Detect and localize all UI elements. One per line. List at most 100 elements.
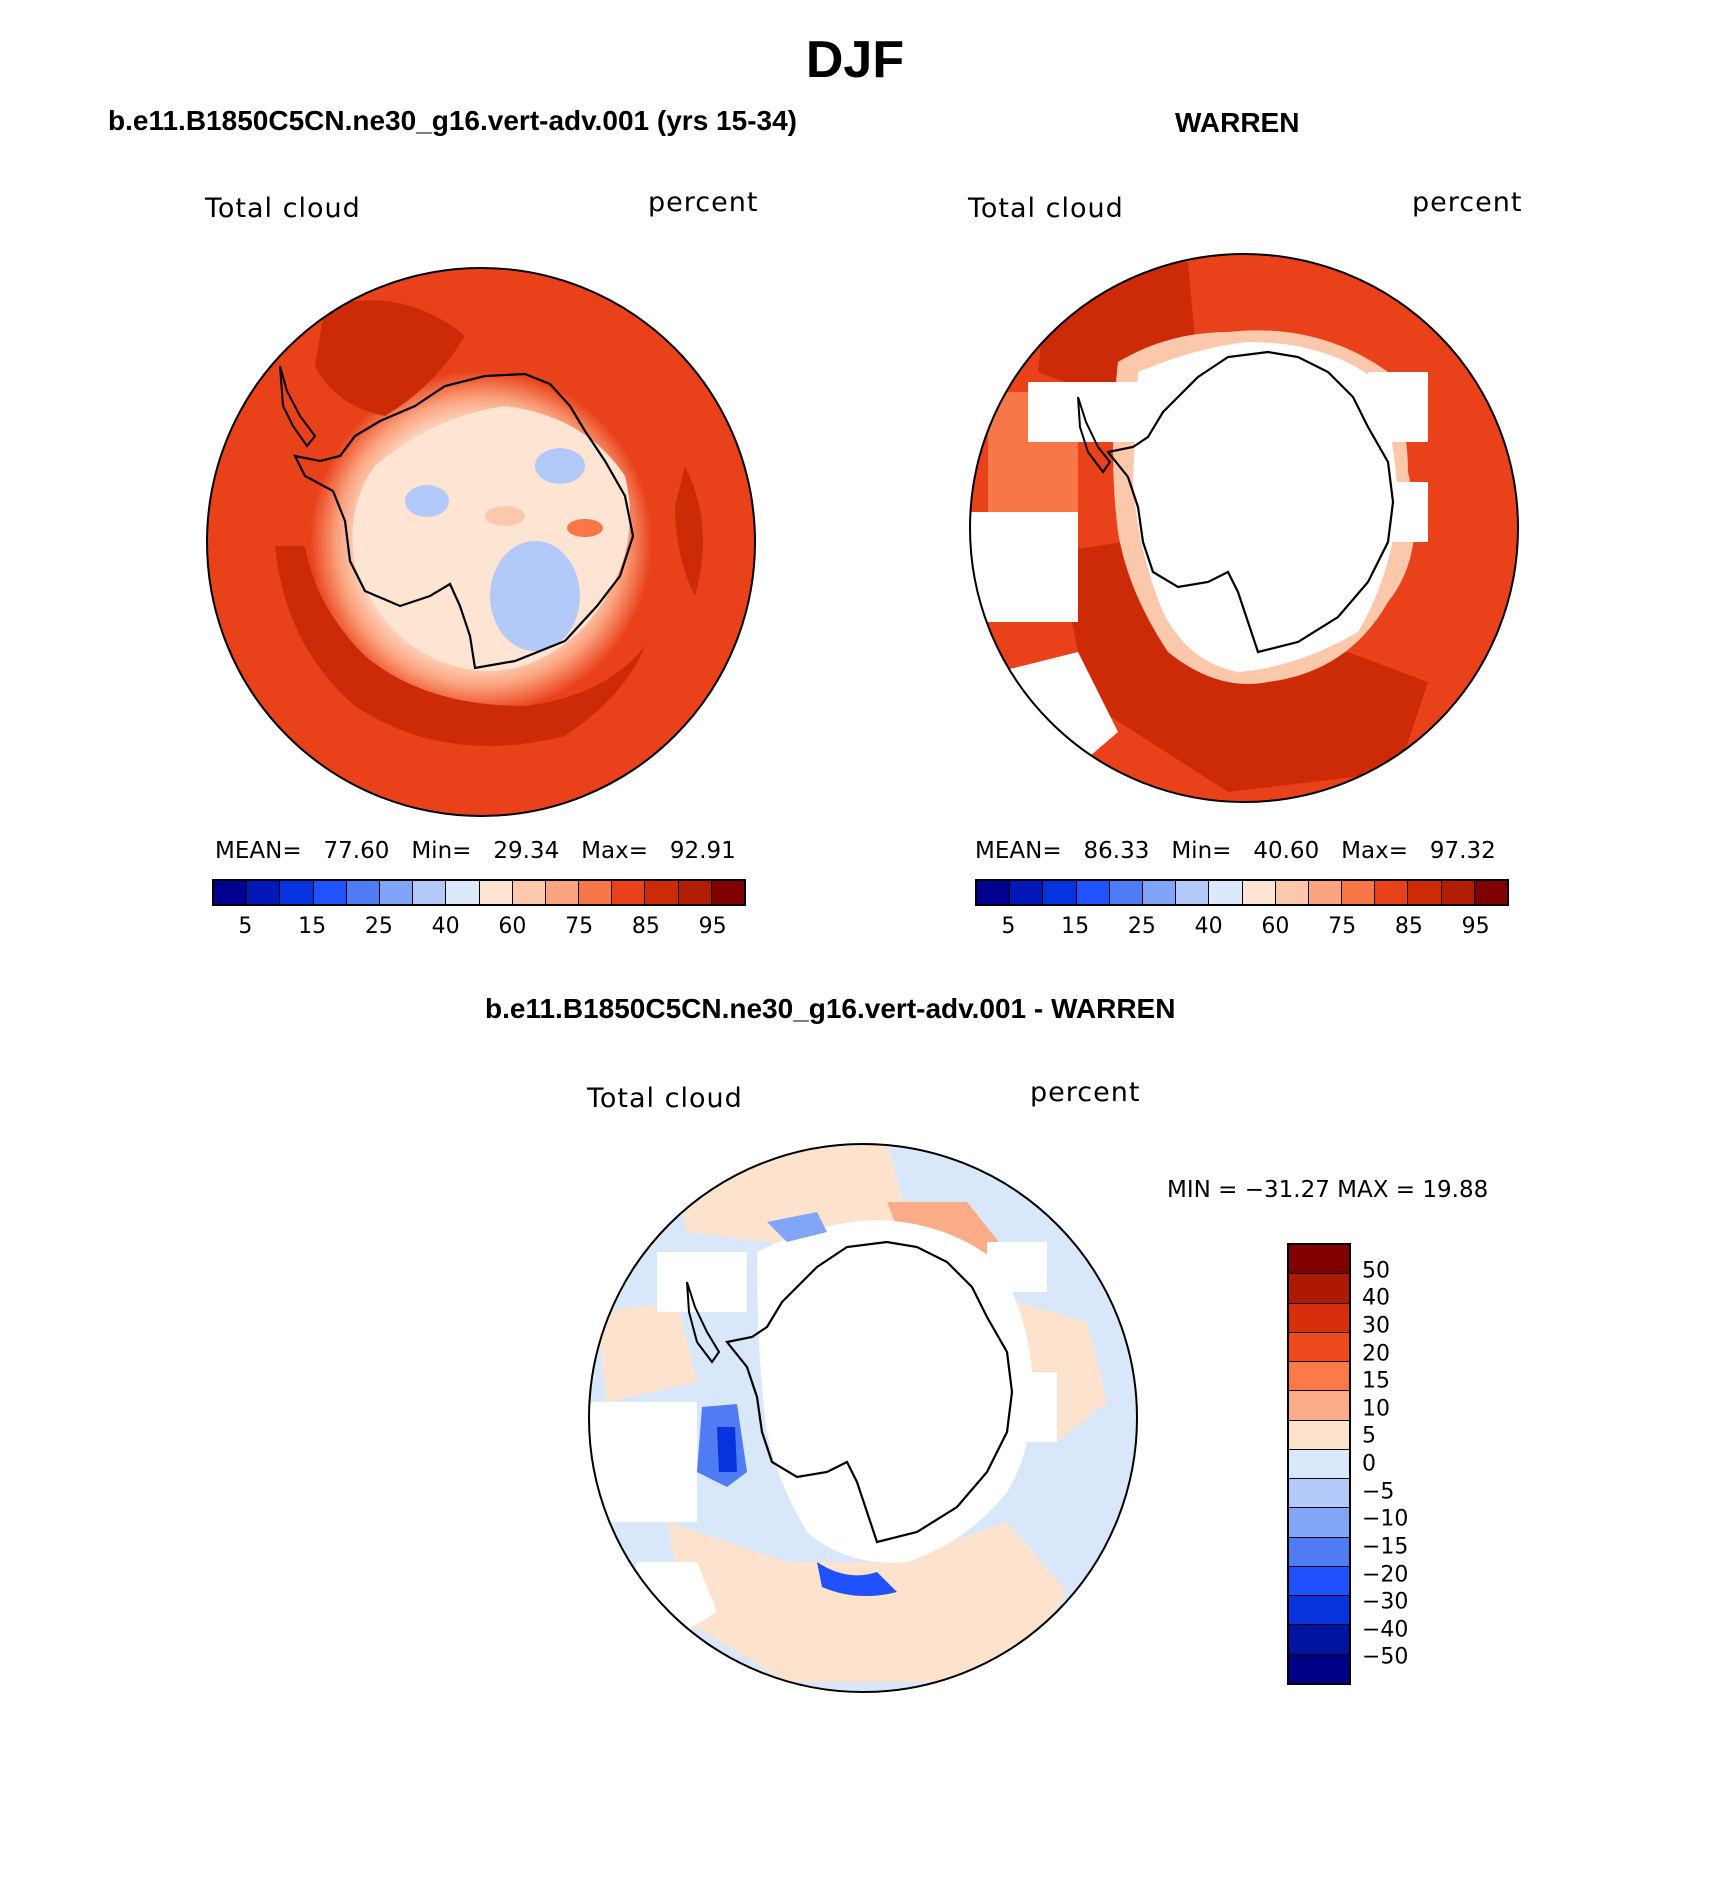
colorbar-swatch	[1375, 881, 1409, 904]
colorbar-swatch	[1289, 1479, 1349, 1509]
colorbar-swatch	[1289, 1625, 1349, 1655]
colorbar-swatch	[512, 881, 546, 904]
colorbar-tick-label: 40	[1362, 1285, 1390, 1311]
colorbar-tick-label: 0	[1362, 1451, 1376, 1477]
colorbar-swatch	[446, 881, 480, 904]
colorbar-swatch	[1289, 1391, 1349, 1421]
colorbar-swatch	[1289, 1537, 1349, 1567]
diff-variable-label: Total cloud	[587, 1083, 743, 1114]
colorbar-swatch	[1209, 881, 1243, 904]
colorbar-swatch	[1142, 881, 1177, 904]
colorbar-tick-label: 40	[431, 914, 460, 939]
colorbar-tick-label: −10	[1362, 1506, 1409, 1532]
colorbar-tick-label: 5	[238, 914, 253, 939]
right-variable-label: Total cloud	[968, 193, 1124, 224]
colorbar-swatch	[1289, 1274, 1349, 1304]
colorbar-swatch	[678, 881, 712, 904]
colorbar-swatch	[214, 881, 248, 904]
page-title: DJF	[805, 31, 905, 89]
colorbar-swatch	[1289, 1654, 1349, 1683]
right-units-label: percent	[1412, 187, 1523, 218]
colorbar-swatch	[379, 881, 414, 904]
colorbar-tick-label: −50	[1362, 1644, 1409, 1670]
colorbar-swatch	[1289, 1566, 1349, 1597]
colorbar-swatch	[1474, 881, 1507, 904]
colorbar-tick-label: 60	[1261, 914, 1290, 939]
colorbar-tick-label: 5	[1362, 1423, 1376, 1449]
colorbar-tick-label: −20	[1362, 1562, 1409, 1587]
left-polar-map	[206, 267, 756, 817]
diff-antarctica-coastline	[725, 1240, 1014, 1544]
colorbar-tick-label: 15	[1061, 914, 1090, 939]
colorbar-swatch	[1275, 881, 1309, 904]
left-panel-title: b.e11.B1850C5CN.ne30_g16.vert-adv.001 (y…	[108, 105, 797, 136]
colorbar-swatch	[247, 881, 281, 904]
colorbar-tick-label: 5	[1001, 914, 1016, 939]
colorbar-tick-label: 15	[298, 914, 327, 939]
colorbar-swatch	[1043, 881, 1077, 904]
colorbar-swatch	[1342, 881, 1376, 904]
colorbar-swatch	[1408, 881, 1442, 904]
colorbar-swatch	[1289, 1245, 1349, 1275]
colorbar-swatch	[711, 881, 744, 904]
right-antarctica-coastline	[1106, 350, 1395, 654]
diff-colorbar	[1287, 1243, 1351, 1685]
colorbar-tick-label: 20	[1362, 1341, 1390, 1366]
colorbar-swatch	[1308, 881, 1343, 904]
colorbar-tick-label: 25	[364, 914, 393, 939]
colorbar-swatch	[1010, 881, 1044, 904]
colorbar-swatch	[346, 881, 380, 904]
colorbar-swatch	[1242, 881, 1276, 904]
colorbar-swatch	[313, 881, 347, 904]
left-variable-label: Total cloud	[205, 193, 361, 224]
diff-panel-title: b.e11.B1850C5CN.ne30_g16.vert-adv.001 - …	[485, 993, 1176, 1024]
right-polar-map	[969, 253, 1519, 803]
colorbar-tick-label: 30	[1362, 1313, 1390, 1339]
colorbar-swatch	[545, 881, 580, 904]
colorbar-swatch	[1289, 1508, 1349, 1538]
colorbar-tick-label: 95	[698, 914, 727, 939]
colorbar-tick-label: 95	[1461, 914, 1490, 939]
colorbar-swatch	[1289, 1362, 1349, 1392]
colorbar-tick-label: 60	[498, 914, 527, 939]
colorbar-swatch	[1289, 1332, 1349, 1363]
colorbar-tick-label: 10	[1362, 1396, 1390, 1422]
colorbar-tick-label: −30	[1362, 1589, 1409, 1615]
colorbar-tick-label: 25	[1127, 914, 1156, 939]
colorbar-swatch	[413, 881, 447, 904]
colorbar-tick-label: 40	[1194, 914, 1223, 939]
colorbar-swatch	[579, 881, 613, 904]
colorbar-tick-label: 15	[1362, 1368, 1390, 1394]
colorbar-tick-label: 85	[1394, 914, 1423, 939]
right-panel-title: WARREN	[1175, 107, 1300, 138]
colorbar-tick-label: 85	[631, 914, 660, 939]
colorbar-swatch	[479, 881, 513, 904]
colorbar-swatch	[612, 881, 646, 904]
colorbar-swatch	[1176, 881, 1210, 904]
diff-colorbar-ticks: 50 40 30 20 15 10 5 0 −5 −10 −15 −20 −30 −40 −50	[1362, 1243, 1452, 1685]
left-colorbar-ticks: 5 15 25 40 60 75 85 95	[212, 914, 746, 944]
colorbar-swatch	[280, 881, 314, 904]
diff-units-label: percent	[1030, 1077, 1141, 1108]
right-mean-stats: MEAN= 86.33 Min= 40.60 Max= 97.32	[975, 838, 1496, 864]
colorbar-swatch	[977, 881, 1011, 904]
left-colorbar	[212, 879, 746, 906]
diff-minmax-text: MIN = −31.27 MAX = 19.88	[1167, 1177, 1489, 1203]
colorbar-tick-label: −40	[1362, 1617, 1409, 1643]
colorbar-swatch	[1289, 1596, 1349, 1626]
left-antarctica-coastline	[293, 372, 635, 670]
colorbar-tick-label: −15	[1362, 1534, 1409, 1560]
colorbar-swatch	[1289, 1449, 1349, 1480]
colorbar-swatch	[1076, 881, 1110, 904]
right-colorbar-ticks: 5 15 25 40 60 75 85 95	[975, 914, 1509, 944]
colorbar-swatch	[1289, 1303, 1349, 1333]
colorbar-tick-label: 75	[565, 914, 594, 939]
colorbar-tick-label: −5	[1362, 1479, 1395, 1505]
colorbar-swatch	[645, 881, 679, 904]
colorbar-tick-label: 50	[1362, 1258, 1390, 1284]
colorbar-swatch	[1441, 881, 1475, 904]
right-colorbar	[975, 879, 1509, 906]
colorbar-swatch	[1289, 1420, 1349, 1450]
left-mean-stats: MEAN= 77.60 Min= 29.34 Max= 92.91	[215, 838, 736, 864]
colorbar-tick-label: 75	[1328, 914, 1357, 939]
